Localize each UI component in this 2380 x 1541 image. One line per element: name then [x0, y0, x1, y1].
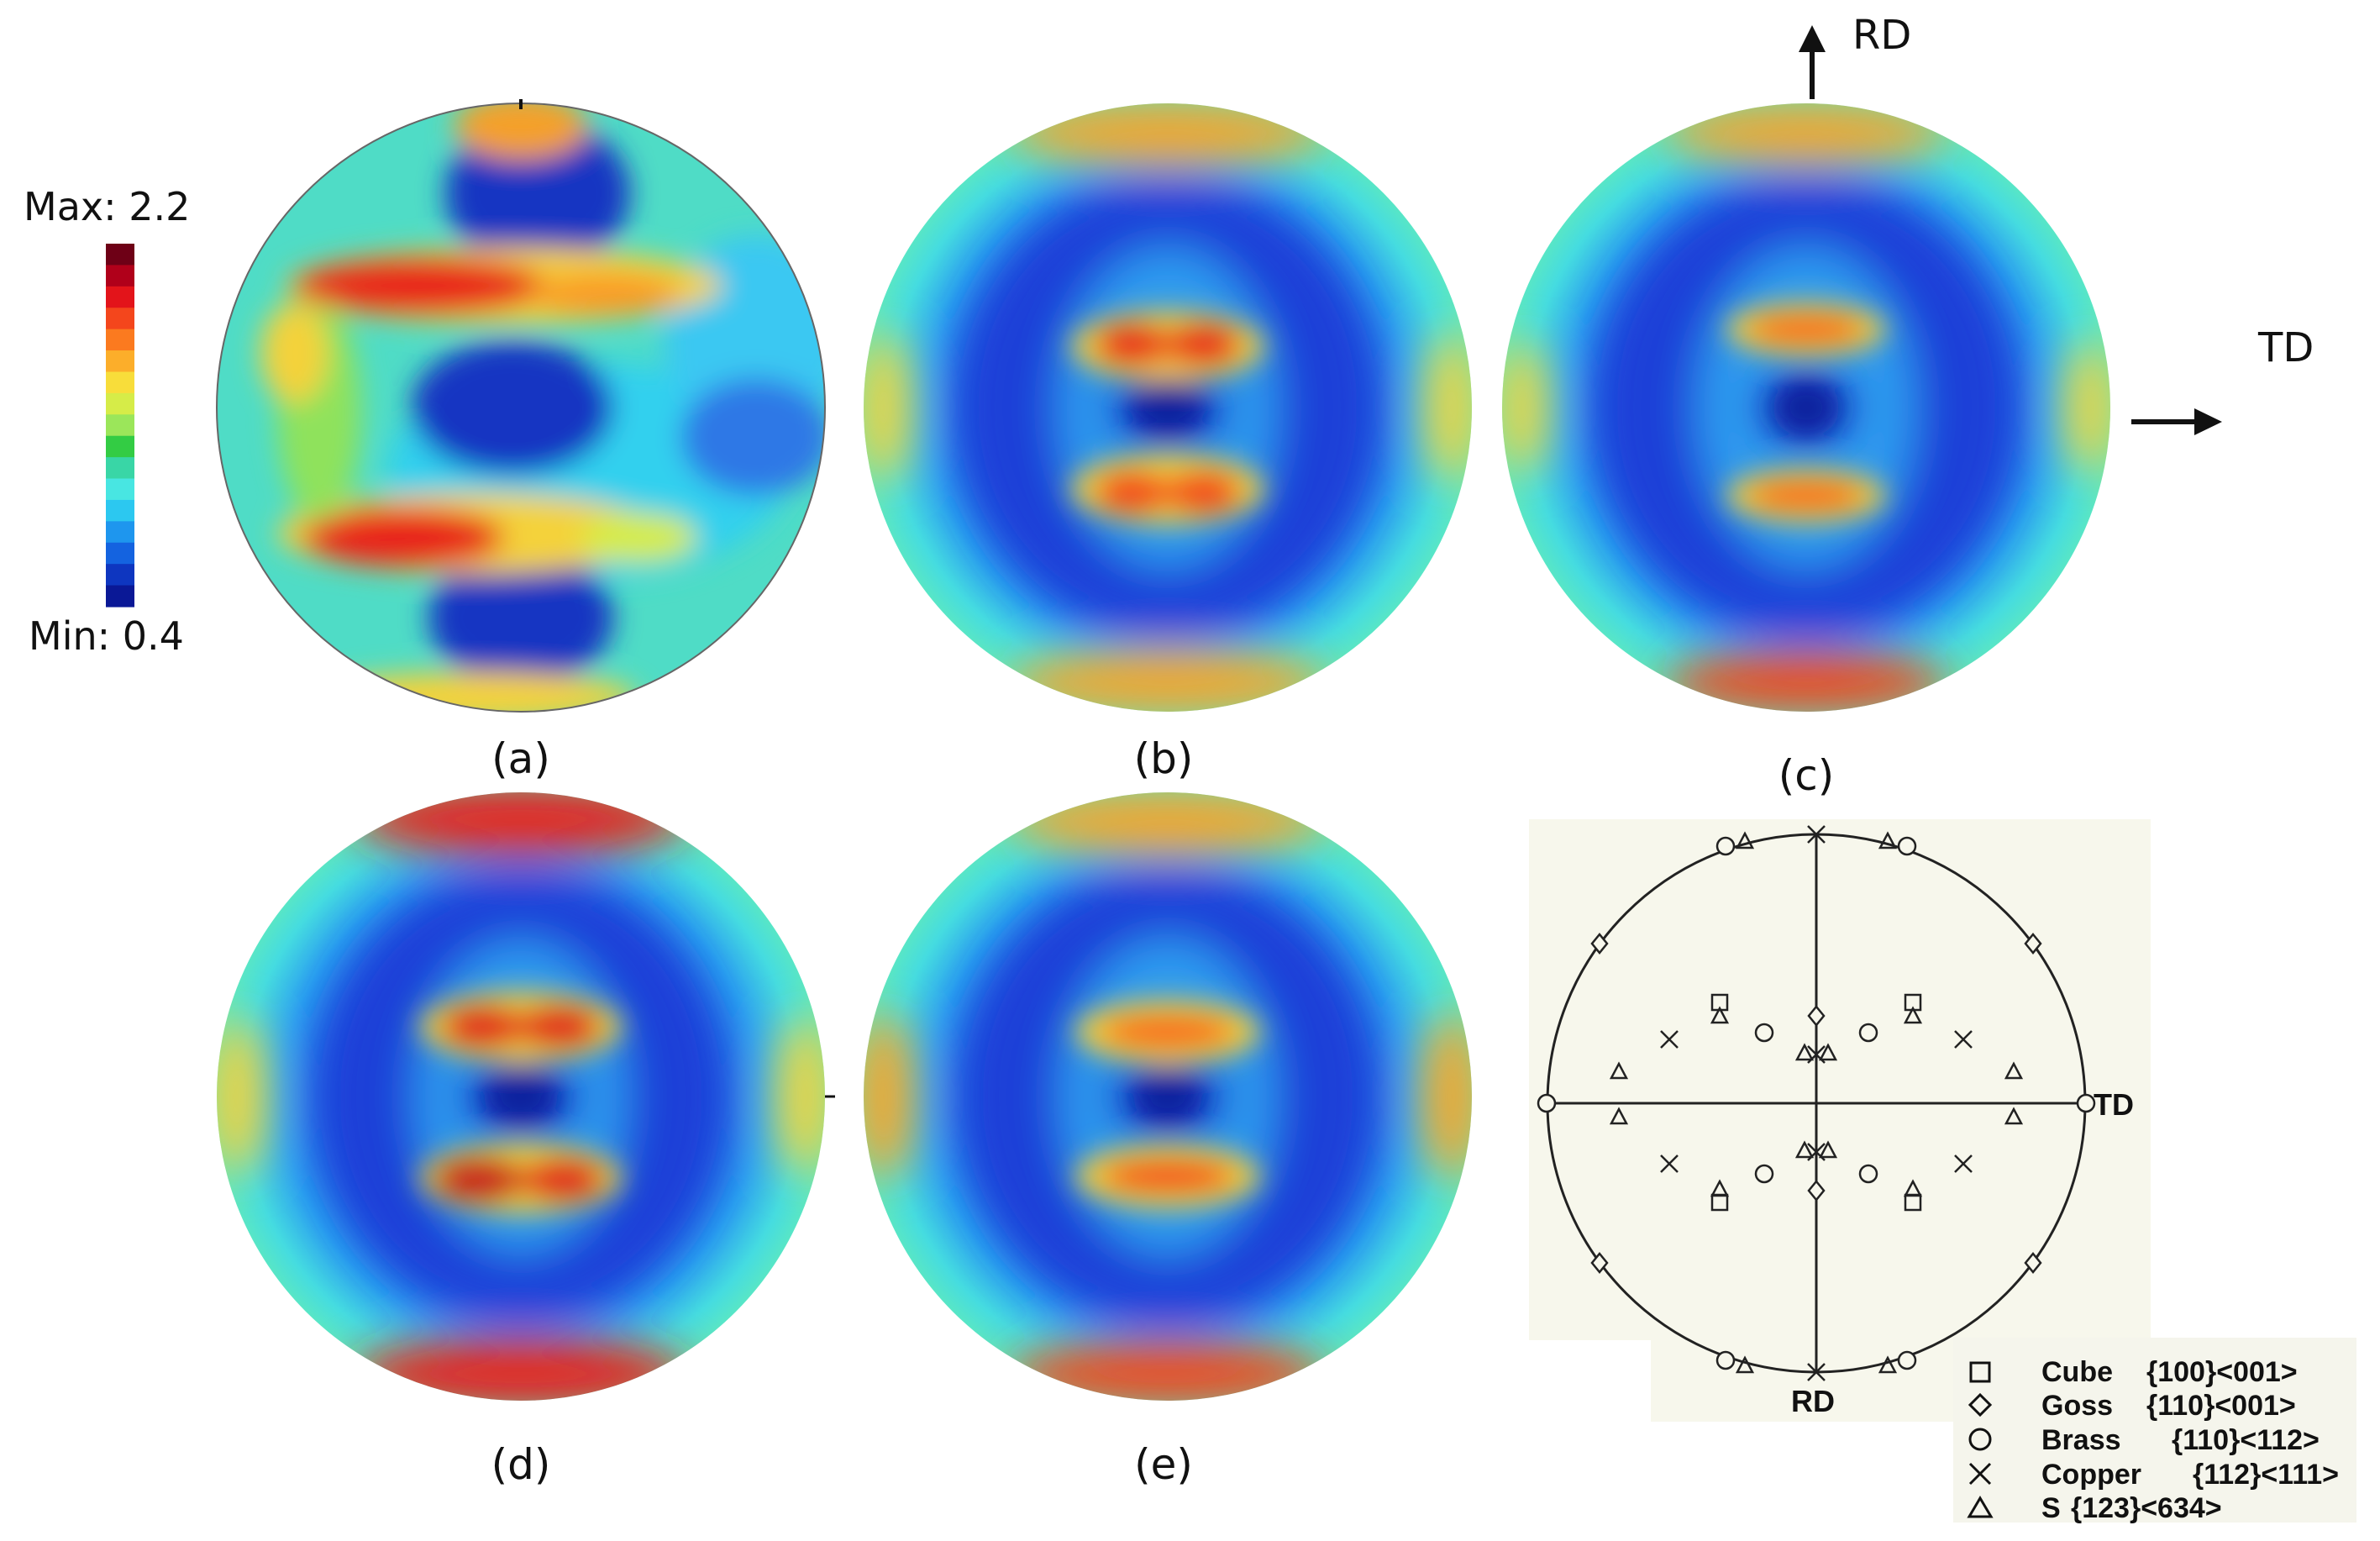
- td-direction-label: TD: [2257, 324, 2314, 371]
- triangle-marker: [1710, 1179, 1730, 1197]
- colorbar-swatch: [106, 392, 134, 415]
- standard-pole-markers: [1537, 825, 2096, 1381]
- cross-icon: [1968, 1462, 1992, 1486]
- circle-icon: [1968, 1428, 1992, 1451]
- triangle-marker: [1818, 1043, 1838, 1061]
- circle-marker: [1754, 1164, 1774, 1184]
- legend-row-s: S {123}<634>: [1967, 1492, 2222, 1524]
- legend-name: Brass: [2041, 1424, 2121, 1456]
- triangle-marker: [1903, 1006, 1923, 1024]
- legend-index: {112}<111>: [2193, 1459, 2339, 1491]
- td-arrow: [2131, 408, 2222, 435]
- square-icon: [1969, 1361, 1991, 1383]
- colorbar-swatch: [106, 350, 134, 373]
- legend-row-copper: Copper {112}<111>: [1968, 1459, 2339, 1491]
- circle-marker: [1897, 1350, 1917, 1370]
- triangle-marker: [1609, 1107, 1629, 1125]
- colorbar-swatch: [106, 414, 134, 437]
- legend-index: {100}<001>: [2146, 1356, 2298, 1388]
- legend-row-cube: Cube {100}<001>: [1969, 1356, 2298, 1388]
- legend-name: Cube: [2041, 1356, 2113, 1388]
- cross-marker: [1954, 1154, 1973, 1173]
- legend-index: {110}<112>: [2172, 1424, 2320, 1456]
- triangle-marker: [1878, 1355, 1898, 1374]
- diamond-marker: [2024, 1252, 2042, 1274]
- legend-index: {110}<001>: [2146, 1390, 2296, 1422]
- triangle-marker: [1735, 1355, 1755, 1374]
- colorbar-min-label: Min: 0.4: [29, 613, 184, 659]
- triangle-marker: [2004, 1061, 2024, 1080]
- circle-marker: [1754, 1023, 1774, 1043]
- colorbar-swatch: [106, 265, 134, 287]
- circle-marker: [1715, 836, 1736, 856]
- diamond-marker: [1807, 1005, 1826, 1027]
- legend-row-brass: Brass {110}<112>: [1968, 1424, 2320, 1456]
- colorbar-swatch: [106, 564, 134, 586]
- legend-name: Copper: [2041, 1459, 2141, 1491]
- standard-pole-figure: TD RD: [1529, 819, 2356, 1523]
- panel-label-d: (d): [491, 1440, 551, 1489]
- circle-marker: [2076, 1093, 2096, 1113]
- diamond-marker: [1590, 1252, 1609, 1274]
- triangle-marker: [1903, 1179, 1923, 1197]
- pole-figure-b: [864, 103, 1472, 712]
- triangle-marker: [1818, 1140, 1838, 1159]
- circle-marker: [1537, 1093, 1557, 1113]
- colorbar-scale: [106, 244, 134, 607]
- legend-name: Goss: [2041, 1390, 2113, 1422]
- panel-label-b: (b): [1134, 734, 1194, 783]
- colorbar-swatch: [106, 521, 134, 544]
- cross-marker: [1660, 1154, 1679, 1173]
- diamond-marker: [1807, 1180, 1826, 1202]
- diamond-icon: [1968, 1392, 1993, 1417]
- texture-legend: Cube {100}<001> Goss {110}<001> Brass {1…: [1967, 1356, 2339, 1524]
- rd-arrow: [1799, 25, 1826, 99]
- triangle-marker: [1878, 831, 1898, 849]
- diamond-marker: [2024, 933, 2042, 955]
- standard-rd-label: RD: [1791, 1384, 1835, 1418]
- diamond-marker: [1590, 933, 1609, 955]
- pole-figure-a: [216, 99, 826, 713]
- cross-marker: [1807, 1363, 1826, 1381]
- colorbar-swatch: [106, 308, 134, 330]
- triangle-marker: [1794, 1043, 1815, 1061]
- colorbar-swatch: [106, 457, 134, 480]
- colorbar-swatch: [106, 329, 134, 351]
- panel-label-c: (c): [1778, 751, 1835, 800]
- panel-label-e: (e): [1134, 1440, 1193, 1489]
- colorbar-swatch: [106, 585, 134, 607]
- triangle-marker: [1710, 1006, 1730, 1024]
- standard-td-label: TD: [2094, 1087, 2134, 1122]
- cross-marker: [1660, 1030, 1679, 1049]
- triangle-marker: [1794, 1140, 1815, 1159]
- colorbar-swatch: [106, 478, 134, 501]
- cross-marker: [1807, 825, 1826, 844]
- cross-marker: [1954, 1030, 1973, 1049]
- colorbar: Max: 2.2 Min: 0.4: [24, 184, 190, 659]
- rd-direction-label: RD: [1852, 12, 1911, 59]
- pole-figure-c: [1502, 103, 2110, 712]
- colorbar-swatch: [106, 499, 134, 522]
- circle-marker: [1897, 836, 1917, 856]
- circle-marker: [1858, 1023, 1878, 1043]
- colorbar-swatch: [106, 286, 134, 308]
- pole-figure-d: [217, 792, 835, 1401]
- panel-label-a: (a): [491, 734, 550, 783]
- legend-name: S: [2041, 1492, 2061, 1524]
- circle-marker: [1858, 1164, 1878, 1184]
- triangle-marker: [2004, 1107, 2024, 1125]
- triangle-marker: [1609, 1061, 1629, 1080]
- circle-marker: [1715, 1350, 1736, 1370]
- colorbar-swatch: [106, 244, 134, 266]
- legend-index: {123}<634>: [2071, 1492, 2222, 1524]
- colorbar-swatch: [106, 542, 134, 565]
- pole-figure-e: [864, 792, 1472, 1401]
- colorbar-swatch: [106, 371, 134, 394]
- legend-row-goss: Goss {110}<001>: [1968, 1390, 2296, 1422]
- colorbar-swatch: [106, 435, 134, 458]
- triangle-marker: [1735, 831, 1755, 849]
- colorbar-max-label: Max: 2.2: [24, 184, 190, 229]
- triangle-icon: [1967, 1496, 1994, 1518]
